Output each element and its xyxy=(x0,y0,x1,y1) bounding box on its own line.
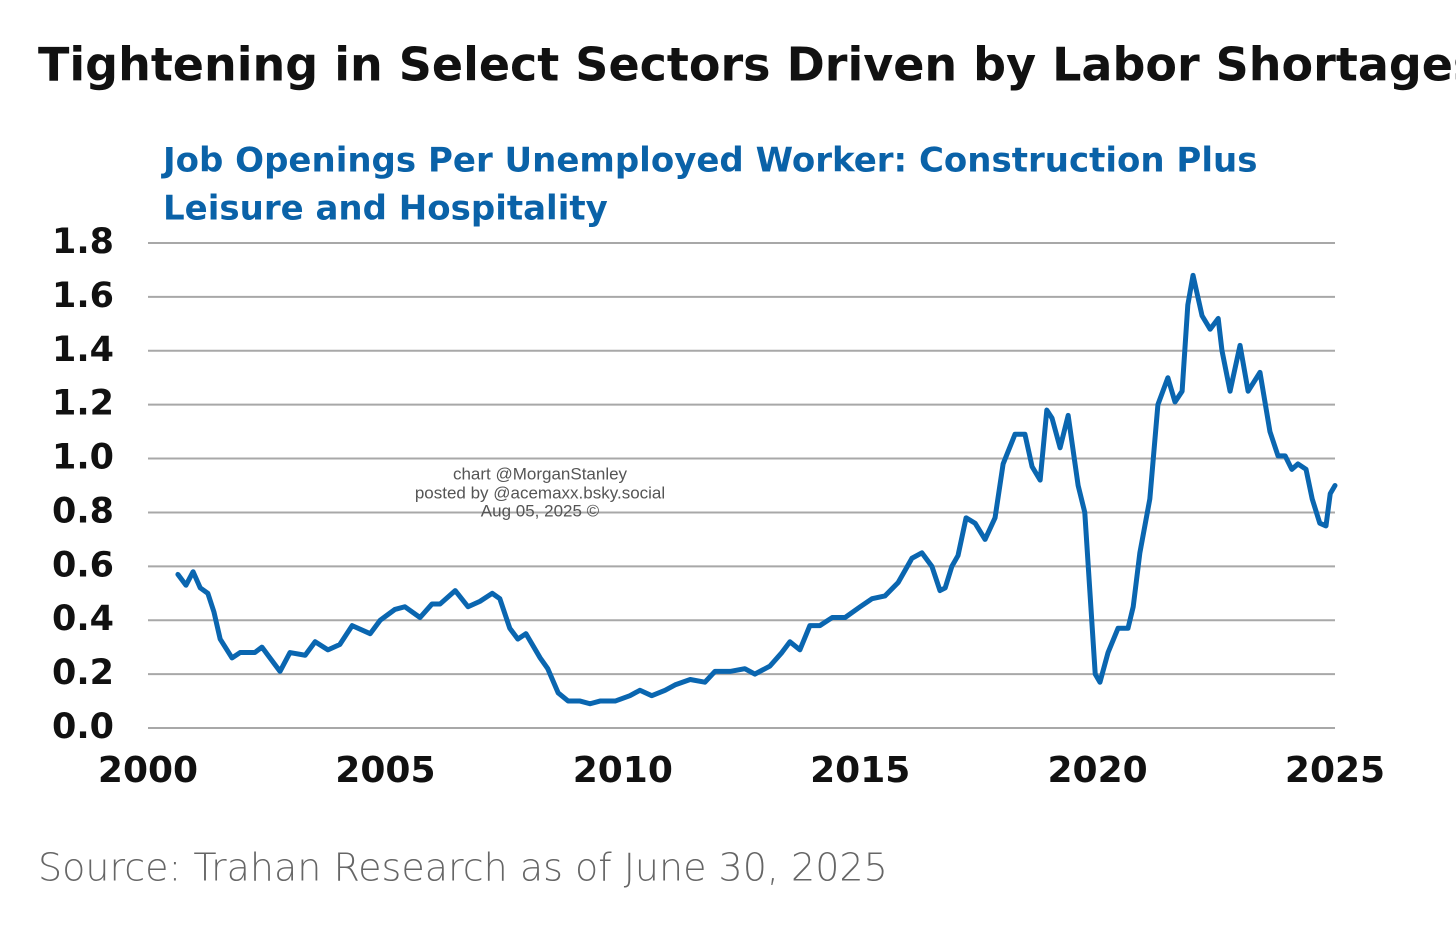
y-tick-label: 1.4 xyxy=(52,330,114,370)
chart-subtitle: Job Openings Per Unemployed Worker: Cons… xyxy=(161,141,1257,181)
y-tick-label: 0.4 xyxy=(52,599,114,639)
y-tick-label: 0.8 xyxy=(52,491,114,531)
y-tick-label: 0.0 xyxy=(52,707,114,747)
watermark: chart @MorganStanley xyxy=(453,464,628,483)
y-tick-label: 1.8 xyxy=(52,222,114,262)
y-tick-label: 1.0 xyxy=(52,438,114,478)
data-line xyxy=(175,272,1338,707)
x-tick-label: 2005 xyxy=(335,750,435,791)
chart-subtitle: Leisure and Hospitality xyxy=(163,189,608,229)
y-tick-label: 1.2 xyxy=(52,384,114,424)
y-tick-label: 1.6 xyxy=(52,276,114,316)
y-tick-label: 0.6 xyxy=(52,545,114,585)
x-tick-label: 2000 xyxy=(98,750,198,791)
y-tick-label: 0.2 xyxy=(52,653,114,693)
x-tick-label: 2010 xyxy=(573,750,673,791)
x-tick-label: 2015 xyxy=(810,750,910,791)
x-tick-label: 2025 xyxy=(1285,750,1385,791)
watermark: posted by @acemaxx.bsky.social xyxy=(415,483,665,502)
watermark: Aug 05, 2025 © xyxy=(481,501,600,520)
x-tick-label: 2020 xyxy=(1047,750,1147,791)
source: Source: Trahan Research as of June 30, 2… xyxy=(38,846,888,890)
chart-title: Tightening in Select Sectors Driven by L… xyxy=(38,38,1456,92)
